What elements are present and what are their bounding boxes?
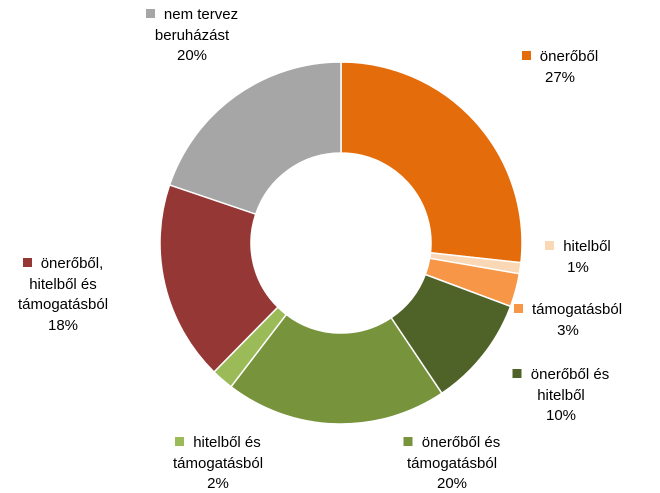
slice-label: támogatásból 3% <box>498 300 638 341</box>
donut-slice <box>168 61 342 216</box>
value-label: 10% <box>545 407 577 424</box>
legend-marker <box>175 437 185 446</box>
legend-marker <box>512 369 522 378</box>
legend-marker <box>545 241 555 250</box>
value-label: 18% <box>47 316 79 334</box>
legend-marker <box>521 51 531 60</box>
category-name: támogatásból <box>531 301 623 318</box>
slice-label: hitelből 1% <box>533 237 623 278</box>
donut-slice <box>229 313 443 425</box>
value-label: 2% <box>207 475 229 492</box>
slice-label: hitelből és támogatásból 2% <box>158 433 278 493</box>
value-label: 20% <box>176 47 208 64</box>
category-name: hitelből <box>563 238 611 255</box>
legend-marker <box>513 304 523 313</box>
legend-marker <box>145 9 155 18</box>
slice-label: önerőből 27% <box>505 47 615 88</box>
category-name: nem tervez beruházást <box>154 6 239 44</box>
slice-label: önerőből és támogatásból 20% <box>390 433 515 493</box>
legend-marker <box>22 258 32 267</box>
value-label: 3% <box>557 321 579 339</box>
value-label: 20% <box>436 475 468 492</box>
category-name: önerőből <box>539 48 599 65</box>
category-name: önerőből, hitelből és támogatásból <box>17 255 109 313</box>
category-name: önerőből és hitelből <box>530 366 610 404</box>
donut-slice <box>340 61 523 264</box>
category-name: önerőből és támogatásból <box>406 434 501 472</box>
value-label: 27% <box>544 68 576 86</box>
donut-slice <box>159 183 279 374</box>
slice-label: nem tervez beruházást 20% <box>126 5 258 67</box>
value-label: 1% <box>567 258 589 276</box>
legend-marker <box>403 437 413 446</box>
slice-label: önerőből és hitelből 10% <box>504 365 619 427</box>
slice-label: önerőből, hitelből és támogatásból 18% <box>12 254 114 336</box>
category-name: hitelből és támogatásból <box>172 434 264 472</box>
